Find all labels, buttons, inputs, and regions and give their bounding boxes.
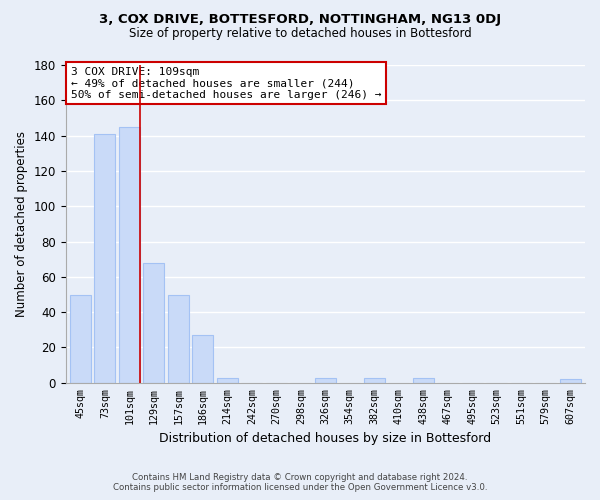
Bar <box>193 335 213 383</box>
Bar <box>413 378 434 383</box>
Y-axis label: Number of detached properties: Number of detached properties <box>15 131 28 317</box>
Bar <box>168 294 189 383</box>
Text: 3 COX DRIVE: 109sqm
← 49% of detached houses are smaller (244)
50% of semi-detac: 3 COX DRIVE: 109sqm ← 49% of detached ho… <box>71 66 382 100</box>
Text: 3, COX DRIVE, BOTTESFORD, NOTTINGHAM, NG13 0DJ: 3, COX DRIVE, BOTTESFORD, NOTTINGHAM, NG… <box>99 12 501 26</box>
Bar <box>70 294 91 383</box>
X-axis label: Distribution of detached houses by size in Bottesford: Distribution of detached houses by size … <box>159 432 491 445</box>
Bar <box>217 378 238 383</box>
Bar <box>119 127 140 383</box>
Bar <box>315 378 336 383</box>
Text: Size of property relative to detached houses in Bottesford: Size of property relative to detached ho… <box>128 28 472 40</box>
Bar <box>560 380 581 383</box>
Bar <box>364 378 385 383</box>
Text: Contains HM Land Registry data © Crown copyright and database right 2024.
Contai: Contains HM Land Registry data © Crown c… <box>113 473 487 492</box>
Bar <box>143 262 164 383</box>
Bar <box>94 134 115 383</box>
